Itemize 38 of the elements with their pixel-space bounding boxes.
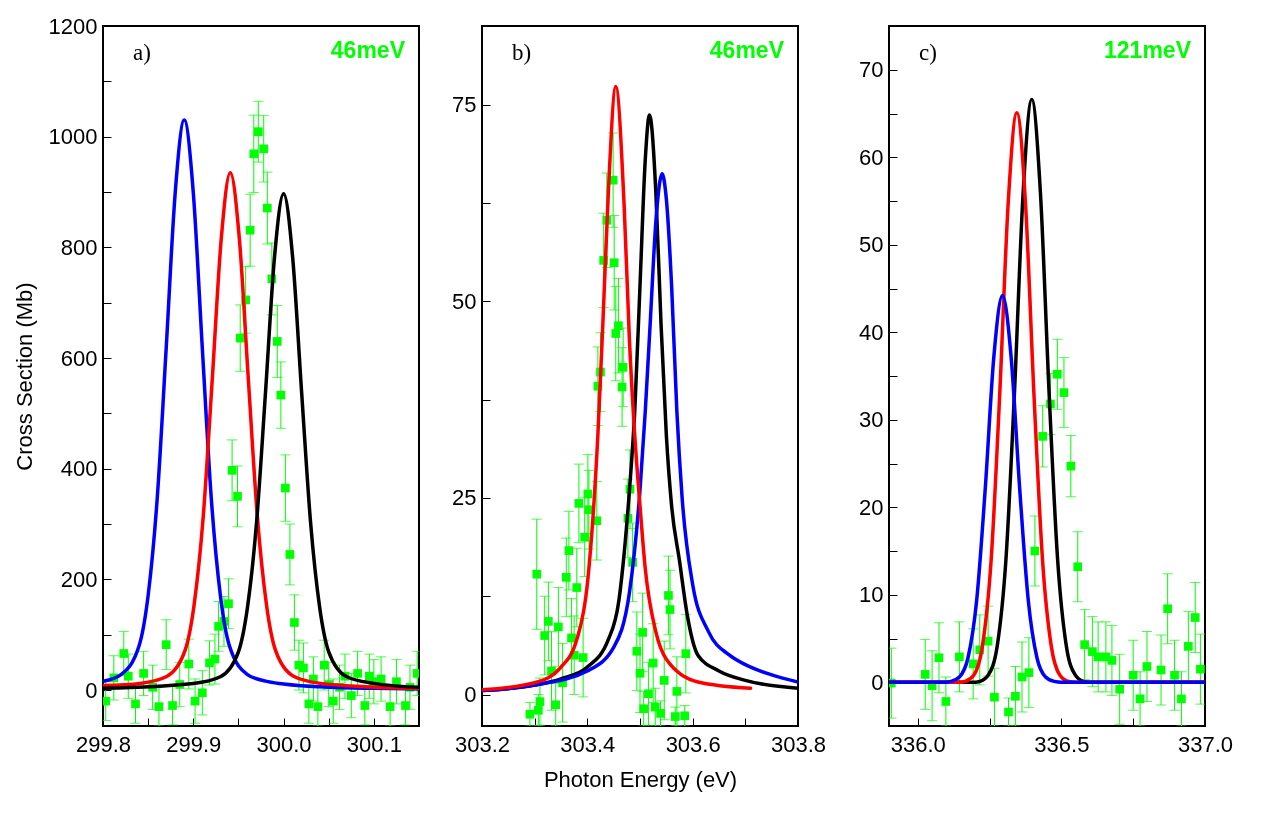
x-tick-label: 303.4 [560, 731, 616, 757]
y-tick-label: 0 [85, 677, 98, 703]
x-tick-label: 303.6 [665, 731, 721, 757]
x-tick-label: 303.2 [454, 731, 511, 757]
annotation: b) [512, 40, 532, 65]
annotation: a) [133, 40, 151, 65]
x-tick-label: 300.1 [346, 731, 402, 757]
y-tick-label: 25 [452, 485, 477, 511]
y-tick-label: 70 [859, 57, 884, 83]
y-axis-title: Cross Section (Mb) [11, 282, 37, 471]
y-tick-label: 0 [871, 669, 884, 695]
x-tick-label: 299.8 [75, 731, 132, 757]
x-tick-label: 303.8 [770, 731, 827, 757]
y-tick-label: 30 [859, 407, 884, 433]
y-tick-label: 400 [60, 456, 98, 482]
y-tick-label: 40 [859, 319, 884, 345]
x-axis-title: Photon Energy (eV) [543, 766, 738, 792]
y-tick-label: 60 [859, 144, 884, 170]
y-tick-label: 50 [452, 288, 477, 314]
y-tick-label: 600 [60, 345, 98, 371]
y-tick-label: 1000 [48, 124, 98, 150]
y-tick-label: 10 [859, 582, 884, 608]
annotation: c) [919, 40, 937, 65]
x-tick-label: 336.0 [890, 731, 946, 757]
y-tick-label: 75 [452, 92, 477, 118]
y-tick-label: 50 [859, 232, 884, 258]
x-tick-label: 299.9 [166, 731, 222, 757]
text: 46meV [709, 37, 785, 63]
x-tick-label: 300.0 [256, 731, 312, 757]
x-tick-label: 337.0 [1177, 731, 1234, 757]
y-tick-label: 200 [60, 566, 98, 592]
y-tick-label: 0 [464, 682, 477, 708]
y-tick-label: 20 [859, 494, 884, 520]
y-tick-label: 800 [60, 234, 98, 260]
x-tick-label: 336.5 [1034, 731, 1090, 757]
text: 121meV [1104, 37, 1192, 63]
y-tick-label: 1200 [48, 13, 98, 39]
text: 46meV [330, 37, 406, 63]
